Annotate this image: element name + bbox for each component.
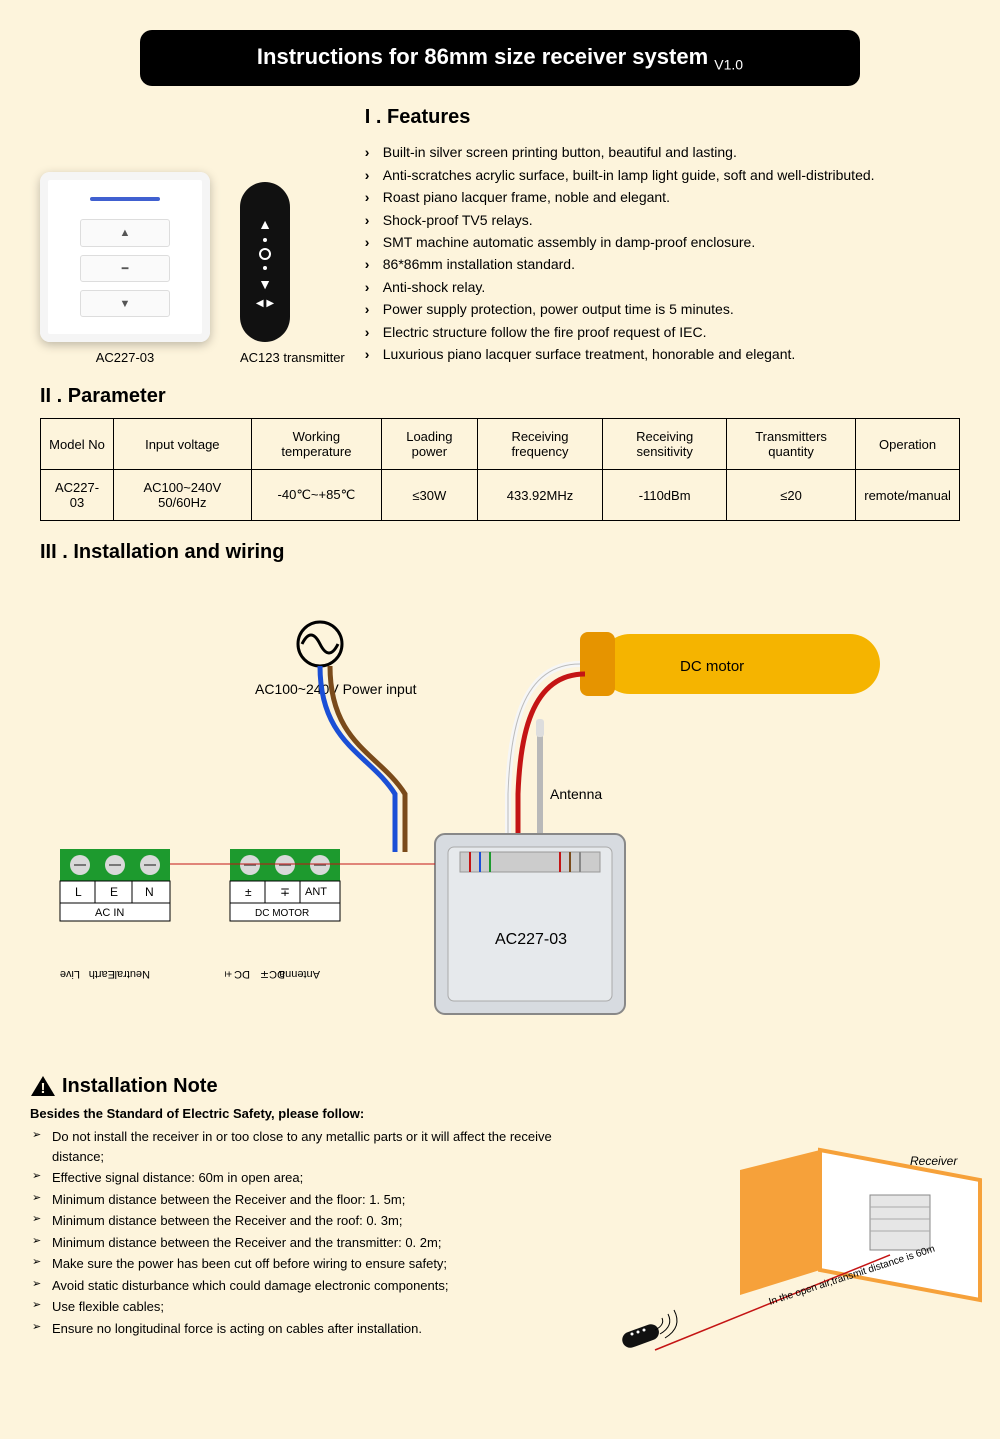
svg-text:AC IN: AC IN [95,907,124,919]
svg-text:∓: ∓ [280,885,290,899]
table-header: Operation [856,419,960,470]
table-header: Receiving frequency [477,419,603,470]
table-header: Receiving sensitivity [603,419,727,470]
dcmotor-terminal: ±∓ANT DC MOTOR DC± DC∓ Antenna [222,849,340,980]
version-label: V1.0 [714,56,743,72]
note-diagram: Receiver In the open air,transmit distan… [610,1140,990,1360]
power-label: AC100~240V Power input [255,681,417,697]
switch-label: AC227-03 [40,350,210,365]
svg-text:Neutral: Neutral [115,968,150,980]
feature-item: Built-in silver screen printing button, … [365,141,960,163]
svg-text:Antenna: Antenna [278,968,320,980]
svg-text:N: N [145,885,154,899]
table-row: AC227-03AC100~240V 50/60Hz-40℃~+85℃≤30W4… [41,470,960,521]
feature-item: Anti-shock relay. [365,276,960,298]
feature-item: Anti-scratches acrylic surface, built-in… [365,164,960,186]
svg-text:DC±: DC± [222,968,250,980]
table-header: Loading power [382,419,477,470]
wall-switch-product: ▲ ━ ▼ AC227-03 [40,172,210,365]
table-header: Model No [41,419,114,470]
remote-left-right-icon: ◀ ▶ [256,298,274,309]
note-item: Minimum distance between the Receiver an… [30,1211,590,1231]
features-heading: I . Features [365,106,960,129]
table-cell: ≤30W [382,470,477,521]
svg-text:ANT: ANT [305,886,327,898]
remote-product: ▲ ▼ ◀ ▶ AC123 transmitter [240,182,345,365]
table-cell: -110dBm [603,470,727,521]
svg-text:Receiver: Receiver [910,1154,958,1168]
installation-note: ! Installation Note Besides the Standard… [0,1064,1000,1370]
feature-item: Luxurious piano lacquer surface treatmen… [365,343,960,365]
feature-item: Shock-proof TV5 relays. [365,209,960,231]
wiring-diagram: AC100~240V Power input DC motor Antenna … [40,594,960,1044]
svg-text:L: L [75,885,82,899]
parameter-table: Model NoInput voltageWorking temperature… [40,418,960,521]
remote-icon: ▲ ▼ ◀ ▶ [240,182,290,342]
up-button-icon: ▲ [80,219,170,246]
svg-text:±: ± [245,885,252,899]
note-heading-text: Installation Note [62,1075,218,1098]
wall-switch-icon: ▲ ━ ▼ [40,172,210,342]
feature-item: 86*86mm installation standard. [365,253,960,275]
note-item: Minimum distance between the Receiver an… [30,1233,590,1253]
feature-item: Electric structure follow the fire proof… [365,321,960,343]
feature-item: SMT machine automatic assembly in damp-p… [365,231,960,253]
table-cell: AC227-03 [41,470,114,521]
feature-item: Power supply protection, power output ti… [365,298,960,320]
features-list: Built-in silver screen printing button, … [365,141,960,365]
feature-item: Roast piano lacquer frame, noble and ele… [365,186,960,208]
remote-label: AC123 transmitter [240,350,345,365]
table-header: Working temperature [251,419,382,470]
features-block: I . Features Built-in silver screen prin… [365,106,960,365]
note-item: Ensure no longitudinal force is acting o… [30,1319,590,1339]
remote-circle-icon [259,248,271,260]
svg-text:Earth: Earth [89,968,115,980]
note-item: Make sure the power has been cut off bef… [30,1254,590,1274]
parameter-heading: II . Parameter [0,365,1000,418]
svg-text:E: E [110,885,118,899]
acin-terminal: L E N AC IN Live Earth Neutral [60,849,170,980]
top-section: ▲ ━ ▼ AC227-03 ▲ ▼ ◀ ▶ AC123 transmitter… [0,106,1000,365]
table-cell: ≤20 [726,470,855,521]
warning-icon: ! [30,1074,56,1098]
table-header: Transmitters quantity [726,419,855,470]
table-cell: -40℃~+85℃ [251,470,382,521]
note-list: Do not install the receiver in or too cl… [30,1127,590,1338]
product-images: ▲ ━ ▼ AC227-03 ▲ ▼ ◀ ▶ AC123 transmitter [40,106,345,365]
note-item: Effective signal distance: 60m in open a… [30,1168,590,1188]
led-bar-icon [90,197,160,201]
note-item: Do not install the receiver in or too cl… [30,1127,590,1166]
stop-button-icon: ━ [80,255,170,282]
motor-label: DC motor [680,658,744,675]
wiring-heading: III . Installation and wiring [0,521,1000,574]
title-bar: Instructions for 86mm size receiver syst… [140,30,860,86]
box-label: AC227-03 [495,931,567,948]
note-item: Minimum distance between the Receiver an… [30,1190,590,1210]
down-button-icon: ▼ [80,290,170,317]
table-header-row: Model NoInput voltageWorking temperature… [41,419,960,470]
note-item: Avoid static disturbance which could dam… [30,1276,590,1296]
note-item: Use flexible cables; [30,1297,590,1317]
antenna-label: Antenna [550,786,602,802]
remote-down-icon: ▼ [258,276,272,292]
svg-text:Live: Live [60,968,80,980]
note-subheading: Besides the Standard of Electric Safety,… [30,1106,970,1121]
svg-text:!: ! [41,1080,46,1097]
note-heading: ! Installation Note [30,1074,970,1098]
remote-dot-icon [263,238,267,242]
table-cell: 433.92MHz [477,470,603,521]
table-header: Input voltage [114,419,252,470]
wiring-svg: AC100~240V Power input DC motor Antenna … [40,594,960,1044]
table-cell: AC100~240V 50/60Hz [114,470,252,521]
main-title: Instructions for 86mm size receiver syst… [257,44,708,69]
table-cell: remote/manual [856,470,960,521]
remote-up-icon: ▲ [258,216,272,232]
remote-dot-icon [263,266,267,270]
svg-text:DC MOTOR: DC MOTOR [255,908,309,919]
